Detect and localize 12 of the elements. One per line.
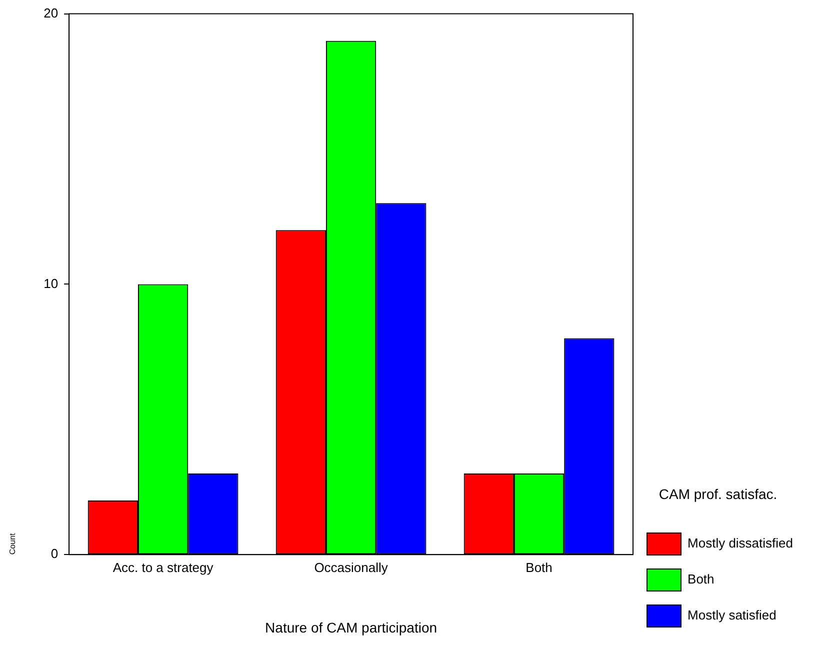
y-axis-title: Count	[8, 532, 18, 555]
x-axis-title: Nature of CAM participation	[265, 619, 438, 636]
y-tick-label: 10	[44, 276, 58, 291]
x-tick-label: Acc. to a strategy	[112, 560, 214, 575]
x-tick-label: Both	[526, 560, 552, 575]
x-tick-label: Occasionally	[314, 560, 388, 575]
legend-label: Mostly dissatisfied	[688, 536, 794, 551]
legend-label: Mostly satisfied	[688, 608, 776, 623]
y-tick-label: 20	[44, 5, 58, 20]
legend-label: Both	[688, 572, 714, 587]
legend-title: CAM prof. satisfac.	[658, 486, 778, 502]
y-tick-label: 0	[50, 546, 58, 562]
